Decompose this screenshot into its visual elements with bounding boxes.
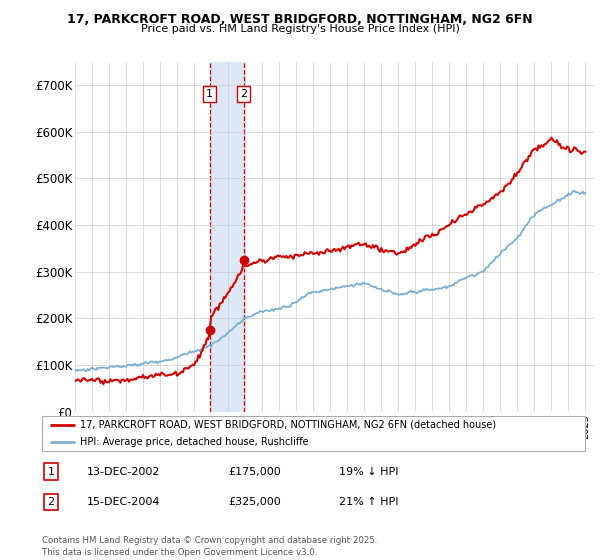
Text: HPI: Average price, detached house, Rushcliffe: HPI: Average price, detached house, Rush… <box>80 437 308 447</box>
Text: 1: 1 <box>206 89 213 99</box>
Bar <box>210 62 244 412</box>
Text: 13-DEC-2002: 13-DEC-2002 <box>87 466 161 477</box>
Text: Contains HM Land Registry data © Crown copyright and database right 2025.
This d: Contains HM Land Registry data © Crown c… <box>42 536 377 557</box>
Text: Price paid vs. HM Land Registry's House Price Index (HPI): Price paid vs. HM Land Registry's House … <box>140 24 460 34</box>
Text: 17, PARKCROFT ROAD, WEST BRIDGFORD, NOTTINGHAM, NG2 6FN (detached house): 17, PARKCROFT ROAD, WEST BRIDGFORD, NOTT… <box>80 420 496 430</box>
Text: 1: 1 <box>47 466 55 477</box>
Text: 2: 2 <box>47 497 55 507</box>
FancyBboxPatch shape <box>42 416 585 451</box>
Text: 21% ↑ HPI: 21% ↑ HPI <box>339 497 398 507</box>
Text: 19% ↓ HPI: 19% ↓ HPI <box>339 466 398 477</box>
Text: 2: 2 <box>240 89 247 99</box>
Text: 17, PARKCROFT ROAD, WEST BRIDGFORD, NOTTINGHAM, NG2 6FN: 17, PARKCROFT ROAD, WEST BRIDGFORD, NOTT… <box>67 13 533 26</box>
Text: £325,000: £325,000 <box>228 497 281 507</box>
Text: 15-DEC-2004: 15-DEC-2004 <box>87 497 161 507</box>
Text: £175,000: £175,000 <box>228 466 281 477</box>
